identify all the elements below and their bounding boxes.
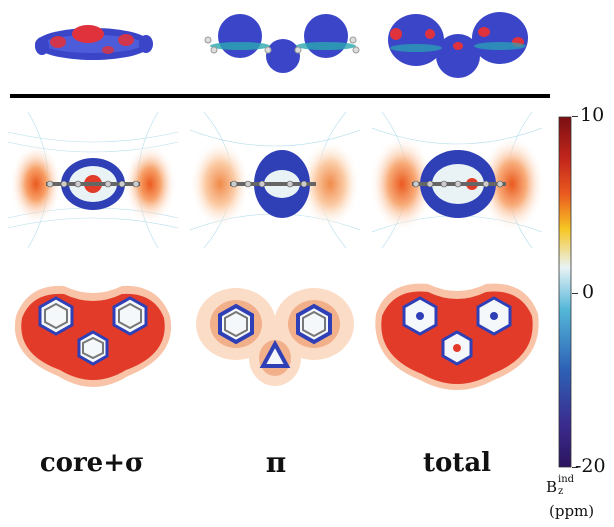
colorbar-tick-mid [572, 293, 578, 294]
isosurface-total [388, 12, 528, 78]
colorbar-tick-min [572, 467, 578, 468]
column-caption-total: total [422, 448, 492, 478]
field-map-top-core-sigma [8, 276, 178, 400]
colorbar-min-label: -20 [575, 455, 606, 477]
colorbar-tick-max [572, 116, 578, 117]
field-map-side-core-sigma [8, 112, 178, 248]
isosurface-core-sigma [35, 25, 153, 60]
colorbar-quantity-sup: ind [558, 474, 575, 485]
colorbar-quantity-symbol: B [546, 478, 558, 496]
colorbar [558, 116, 572, 468]
column-caption-core-sigma: core+σ [39, 448, 145, 478]
field-map-side-total [372, 112, 542, 248]
colorbar-unit: (ppm) [549, 502, 595, 520]
colorbar-mid-label: 0 [582, 281, 595, 303]
field-map-top-pi [190, 276, 360, 400]
field-map-top-total [372, 276, 542, 400]
divider-line [10, 94, 550, 98]
isosurface-pi [204, 14, 360, 73]
column-caption-pi: π [265, 446, 287, 479]
colorbar-max-label: 10 [580, 104, 605, 126]
colorbar-quantity-sub: z [558, 486, 564, 497]
field-map-side-pi [190, 112, 360, 248]
